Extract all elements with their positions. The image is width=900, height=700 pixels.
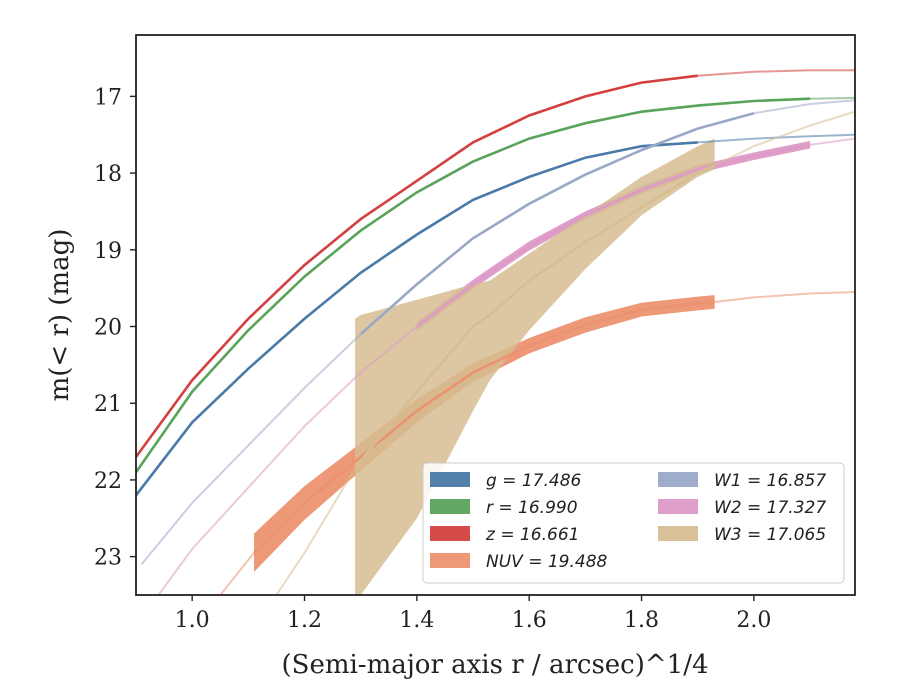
legend-label-w2: W2 = 17.327 [714, 498, 826, 518]
x-tick-label: 1.0 [175, 608, 210, 633]
x-tick-label: 1.2 [287, 608, 322, 633]
x-axis-label: (Semi-major axis r / arcsec)^1/4 [281, 650, 708, 680]
plot-frame [135, 34, 856, 596]
x-tick-label: 1.6 [512, 608, 547, 633]
series-z-line [136, 74, 698, 458]
legend-label-nuv: NUV = 19.488 [486, 552, 608, 572]
legend-label-g: g = 17.486 [486, 471, 582, 491]
y-tick-label: 20 [94, 316, 122, 341]
legend-swatch-w3 [658, 526, 698, 541]
y-tick-label: 22 [94, 469, 122, 494]
x-tick-label: 1.8 [624, 608, 659, 633]
y-tick-label: 18 [94, 162, 122, 187]
series-w2-line [416, 143, 811, 328]
y-tick-label: 23 [94, 546, 122, 571]
y-axis-label: m(< r) (mag) [45, 229, 75, 402]
series-nuv-line [253, 300, 715, 554]
legend: g = 17.486 r = 16.990 z = 16.661 NUV = 19.4… [422, 462, 845, 584]
series-w3-line [354, 164, 716, 470]
y-tick-label: 21 [94, 392, 122, 417]
legend-label-w1: W1 = 16.857 [714, 471, 826, 491]
legend-swatch-g [430, 472, 470, 487]
legend-label-r: r = 16.990 [486, 498, 578, 518]
legend-swatch-w2 [658, 499, 698, 514]
legend-swatch-z [430, 526, 470, 541]
legend-label-z: z = 16.661 [485, 525, 579, 545]
y-axis: 17 18 19 20 21 22 23 [94, 85, 136, 571]
legend-swatch-nuv [430, 553, 470, 568]
y-tick-label: 17 [94, 85, 122, 110]
x-axis: 1.0 1.2 1.4 1.6 1.8 2.0 [175, 595, 771, 633]
series-r-line [136, 97, 811, 474]
series-g-line [136, 141, 698, 497]
x-tick-label: 1.4 [399, 608, 434, 633]
legend-label-w3: W3 = 17.065 [714, 525, 826, 545]
x-tick-label: 2.0 [736, 608, 771, 633]
series-w1-line [359, 111, 755, 336]
y-tick-label: 19 [94, 239, 122, 264]
legend-box [422, 462, 845, 584]
legend-swatch-w1 [658, 472, 698, 487]
legend-swatch-r [430, 499, 470, 514]
